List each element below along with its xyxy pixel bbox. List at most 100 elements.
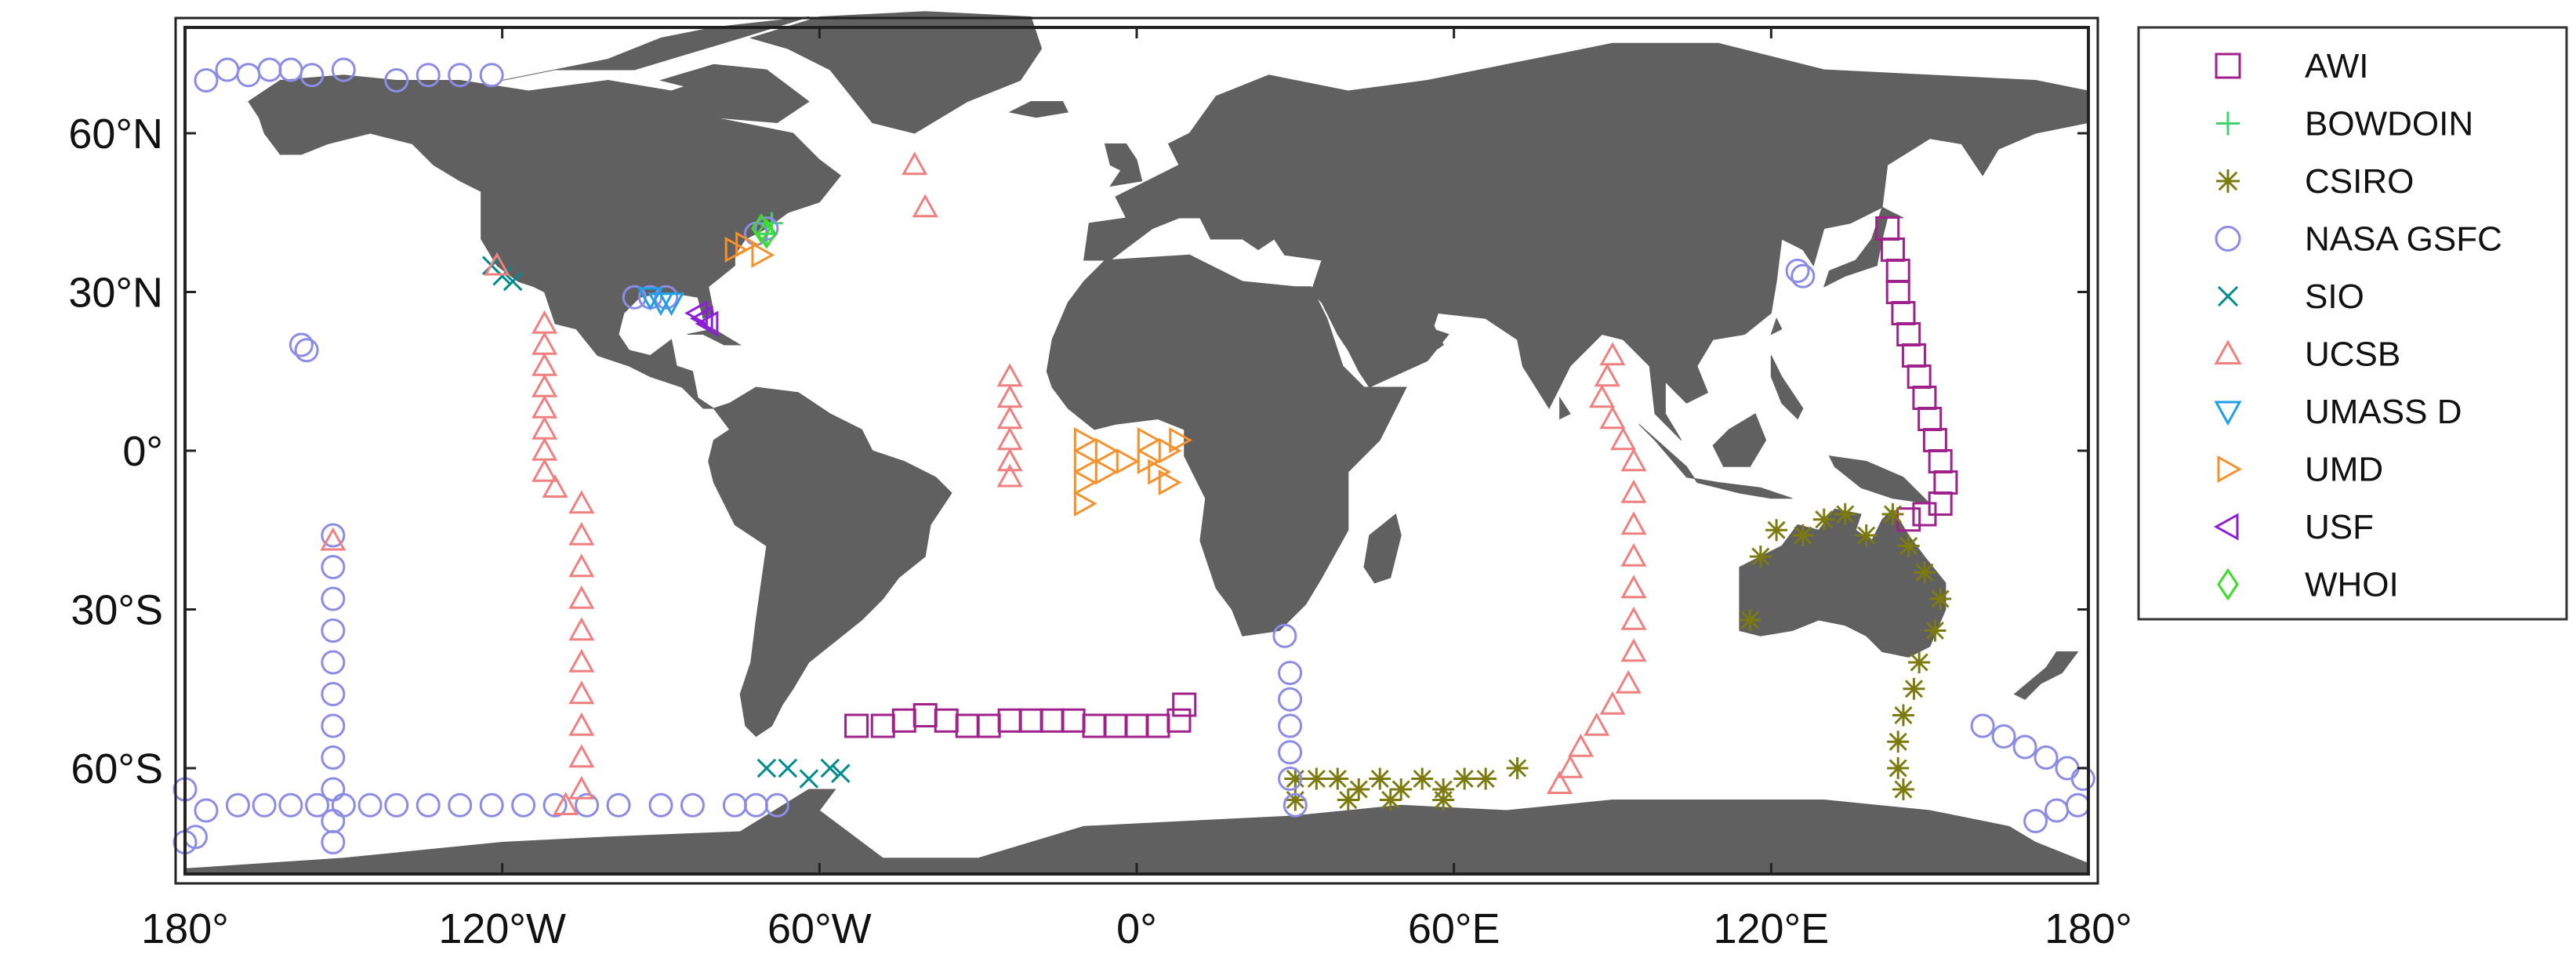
data-point (844, 713, 869, 738)
data-point (1369, 767, 1391, 790)
legend-marker (2215, 53, 2241, 79)
data-point (831, 763, 851, 784)
data-point (384, 792, 409, 818)
legend-label: USF (2305, 508, 2374, 546)
data-point (1903, 677, 1925, 700)
land-australia (1739, 508, 1947, 658)
data-point (1908, 651, 1931, 673)
data-point (1172, 692, 1197, 717)
data-point (799, 769, 819, 789)
y-tick-label: 60°S (71, 745, 163, 792)
land-indonesia (1638, 423, 1793, 499)
data-point (415, 63, 441, 88)
legend-item: UCSB (2214, 335, 2400, 374)
legend-label: CSIRO (2305, 162, 2414, 201)
land-south-america (708, 386, 952, 738)
data-point (1272, 623, 1297, 648)
legend-item: BOWDOIN (2216, 105, 2473, 143)
data-point (532, 458, 558, 482)
data-point (1892, 778, 1914, 800)
data-point (511, 792, 536, 818)
series-umd (724, 231, 1193, 517)
land-borneo (1712, 413, 1767, 467)
land-baffin (659, 63, 810, 124)
data-point (1094, 437, 1119, 464)
data-point (1337, 789, 1359, 811)
series-awi (844, 216, 1958, 738)
data-point (568, 680, 595, 705)
data-point (1834, 503, 1856, 525)
data-point (1432, 789, 1455, 811)
land-masses (184, 11, 2089, 875)
y-tick-label: 30°S (71, 587, 163, 634)
data-point (1390, 778, 1413, 800)
legend-marker (2217, 455, 2243, 484)
data-point (1812, 508, 1835, 531)
data-point (2023, 809, 2048, 833)
legend-label: UMD (2305, 451, 2383, 489)
series-nasa-gsfc (172, 57, 2095, 854)
data-point (912, 194, 938, 218)
data-point (1278, 661, 1303, 685)
data-point (415, 792, 441, 818)
legend-item: SIO (2217, 277, 2364, 316)
series-sio (481, 256, 851, 789)
data-point (1897, 535, 1920, 557)
data-point (1620, 448, 1647, 472)
data-point (1765, 519, 1788, 542)
data-point (321, 555, 346, 579)
data-point (294, 338, 319, 363)
land-japan (1823, 206, 1904, 288)
legend-item: WHOI (2217, 566, 2399, 604)
data-point (321, 682, 346, 706)
data-point (1584, 712, 1610, 736)
data-point (1411, 767, 1434, 790)
data-point (320, 527, 346, 551)
data-point (1475, 767, 1497, 790)
data-point (1116, 448, 1140, 475)
data-point (321, 523, 346, 548)
x-tick-label: 180° (141, 905, 229, 952)
data-point (637, 287, 664, 311)
data-point (1073, 490, 1098, 517)
data-point (1278, 767, 1303, 791)
legend-item: UMD (2217, 451, 2383, 489)
data-point (299, 63, 325, 88)
data-point (321, 830, 346, 854)
data-point (1615, 669, 1642, 694)
data-point (1739, 609, 1761, 631)
data-point (1094, 459, 1119, 485)
data-point (756, 758, 777, 778)
data-point (225, 792, 250, 818)
data-point (1913, 561, 1936, 584)
data-point (278, 792, 303, 818)
data-point (542, 474, 568, 498)
data-point (479, 792, 504, 818)
data-point (1599, 342, 1626, 366)
x-tick-label: 0° (1116, 905, 1157, 952)
data-point (542, 792, 568, 818)
legend-marker (2215, 226, 2241, 252)
data-point (658, 292, 685, 317)
data-point (1453, 767, 1476, 790)
legend-marker (2214, 339, 2242, 364)
data-point (1620, 575, 1647, 599)
data-point (1991, 724, 2016, 749)
land-new-guinea (1828, 455, 1932, 505)
series-csiro (1284, 503, 1952, 811)
data-point (1855, 524, 1878, 546)
land-africa (1046, 254, 1407, 636)
data-point (1567, 733, 1595, 757)
data-point (1599, 405, 1626, 430)
land-philippines (1770, 355, 1804, 420)
data-point (568, 712, 595, 736)
data-point (689, 305, 713, 332)
land-iceland (1008, 101, 1069, 118)
data-point (695, 310, 719, 337)
data-points (172, 57, 2095, 854)
data-point (1887, 731, 1910, 753)
land-madagascar (1363, 513, 1402, 584)
x-tick-label: 180° (2044, 905, 2132, 952)
data-point (1620, 511, 1647, 535)
